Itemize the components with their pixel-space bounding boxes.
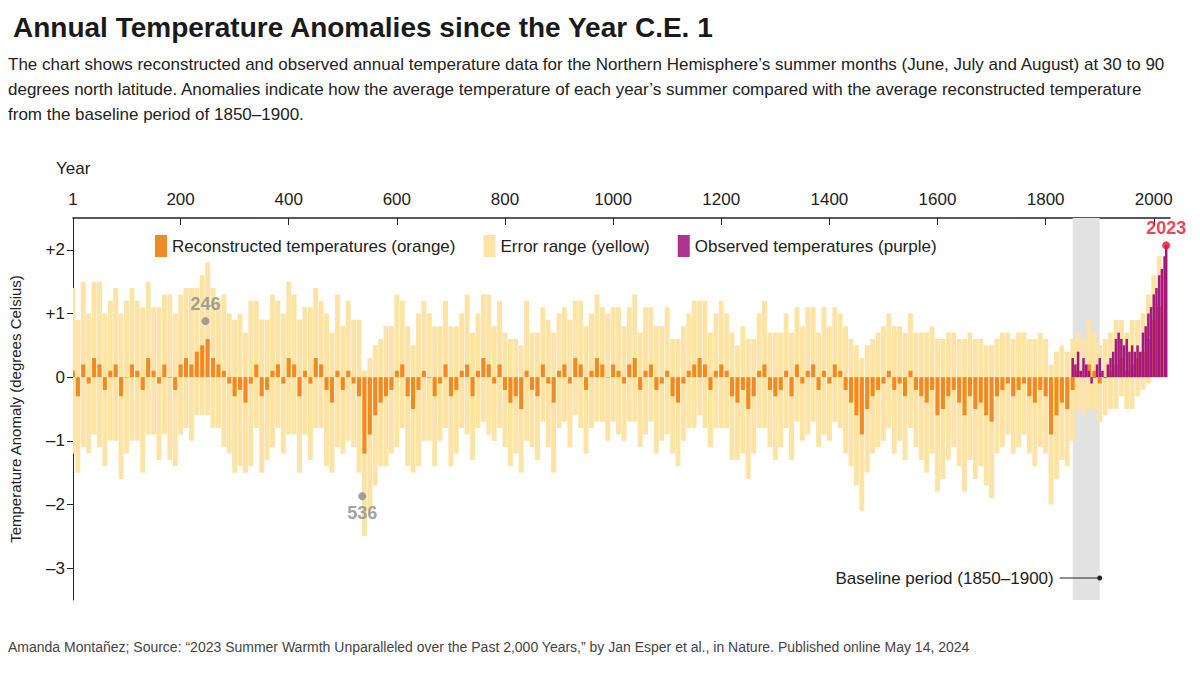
svg-text:Baseline period (1850–1900): Baseline period (1850–1900)	[835, 569, 1053, 588]
svg-text:2000: 2000	[1135, 190, 1173, 209]
svg-text:Observed temperatures (purple): Observed temperatures (purple)	[695, 237, 937, 256]
svg-text:+1: +1	[46, 304, 65, 323]
svg-text:degrees north latitude. Anomal: degrees north latitude. Anomalies indica…	[8, 80, 1146, 99]
svg-text:400: 400	[275, 190, 303, 209]
svg-text:Temperature Anomaly (degrees C: Temperature Anomaly (degrees Celsius)	[7, 275, 24, 543]
svg-text:1200: 1200	[702, 190, 740, 209]
svg-text:246: 246	[190, 294, 220, 314]
svg-text:1000: 1000	[594, 190, 632, 209]
svg-text:1800: 1800	[1027, 190, 1065, 209]
svg-text:800: 800	[491, 190, 519, 209]
svg-text:+2: +2	[46, 240, 65, 259]
svg-text:1400: 1400	[810, 190, 848, 209]
svg-text:–1: –1	[46, 431, 65, 450]
svg-text:Year: Year	[56, 159, 91, 178]
svg-text:600: 600	[383, 190, 411, 209]
svg-text:The chart shows reconstructed: The chart shows reconstructed and observ…	[8, 55, 1169, 74]
svg-text:–3: –3	[46, 559, 65, 578]
svg-text:Error range (yellow): Error range (yellow)	[500, 237, 649, 256]
svg-text:Annual Temperature Anomalies s: Annual Temperature Anomalies since the Y…	[13, 12, 713, 43]
svg-text:from the baseline period of 18: from the baseline period of 1850–1900.	[8, 105, 304, 124]
svg-text:2023: 2023	[1146, 218, 1186, 238]
svg-text:536: 536	[347, 503, 377, 523]
svg-text:1: 1	[68, 190, 77, 209]
svg-text:200: 200	[166, 190, 194, 209]
svg-text:0: 0	[56, 368, 65, 387]
svg-text:–2: –2	[46, 495, 65, 514]
svg-text:1600: 1600	[919, 190, 957, 209]
svg-text:Amanda Montañez; Source: “2023: Amanda Montañez; Source: “2023 Summer Wa…	[8, 639, 970, 655]
svg-text:Reconstructed temperatures (or: Reconstructed temperatures (orange)	[172, 237, 455, 256]
